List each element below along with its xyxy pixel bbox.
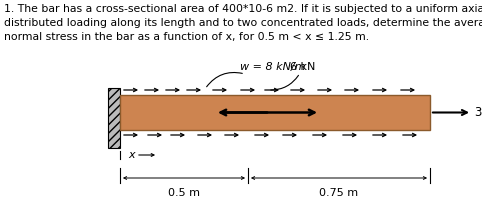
Text: distributed loading along its length and to two concentrated loads, determine th: distributed loading along its length and…: [4, 18, 482, 28]
Text: w = 8 kN/m: w = 8 kN/m: [240, 62, 306, 72]
Bar: [120, 95, 430, 130]
Text: 0.75 m: 0.75 m: [320, 188, 359, 198]
Text: 3 kN: 3 kN: [475, 106, 482, 119]
Text: 0.5 m: 0.5 m: [168, 188, 200, 198]
Text: x: x: [128, 150, 134, 160]
Bar: [108, 88, 120, 148]
Text: 6 kN: 6 kN: [290, 62, 315, 72]
Text: 1. The bar has a cross-sectional area of 400*10-6 m2. If it is subjected to a un: 1. The bar has a cross-sectional area of…: [4, 4, 482, 14]
Text: normal stress in the bar as a function of x, for 0.5 m < x ≤ 1.25 m.: normal stress in the bar as a function o…: [4, 32, 369, 42]
